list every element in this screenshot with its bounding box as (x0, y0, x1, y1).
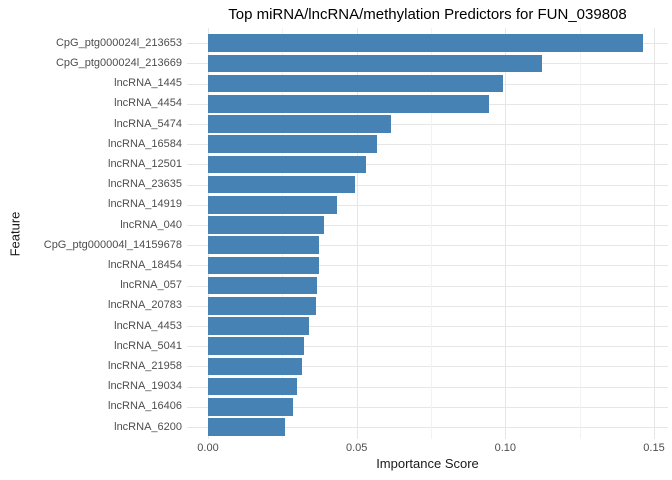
y-gridline (187, 144, 668, 146)
x-tick-label: 0.15 (643, 442, 665, 454)
y-tick-label: lncRNA_21958 (108, 359, 182, 372)
y-tick-label: lncRNA_18454 (108, 258, 182, 271)
bar (208, 54, 542, 73)
y-gridline (187, 305, 668, 307)
y-tick-label: lncRNA_6200 (114, 420, 182, 433)
bar (208, 236, 320, 254)
bar (208, 317, 310, 335)
y-tick-label: CpG_ptg000024l_213653 (55, 36, 182, 49)
y-tick-label: lncRNA_12501 (108, 157, 182, 170)
bar (208, 418, 285, 436)
plot-panel (187, 28, 668, 439)
bar (208, 34, 644, 52)
y-tick-label: lncRNA_16406 (108, 400, 182, 413)
bar (208, 135, 377, 153)
bar (208, 196, 338, 214)
y-gridline (187, 184, 668, 186)
bar (208, 155, 366, 174)
y-gridline (187, 427, 668, 428)
y-gridline (187, 346, 668, 348)
y-tick-label: lncRNA_19034 (108, 380, 182, 393)
bar (208, 276, 317, 295)
x-tick-label: 0.05 (345, 442, 368, 454)
y-gridline (187, 225, 668, 226)
y-tick-label: lncRNA_4454 (114, 97, 182, 110)
y-gridline (187, 366, 668, 368)
y-gridline (187, 386, 668, 388)
bar (208, 115, 391, 133)
bar (208, 297, 316, 315)
bar (208, 74, 503, 93)
y-gridline (187, 245, 668, 247)
bar (208, 256, 319, 275)
y-gridline (187, 204, 668, 206)
y-gridline (187, 406, 668, 408)
y-tick-label: lncRNA_14919 (108, 198, 182, 211)
y-tick-label: lncRNA_5474 (114, 117, 182, 130)
x-tick-label: 0.00 (197, 442, 219, 454)
y-tick-label: CpG_ptg000024l_213669 (55, 56, 182, 69)
bar (208, 357, 302, 376)
bar (208, 377, 297, 396)
x-axis-tick-labels: 0.00 0.05 0.10 0.15 (187, 442, 668, 455)
y-tick-label: lncRNA_057 (120, 279, 182, 292)
bar (208, 175, 355, 194)
x-minor-gridline (431, 28, 432, 439)
x-major-gridline (356, 28, 358, 439)
y-axis-labels: CpG_ptg000024l_213653 CpG_ptg000024l_2136… (0, 28, 182, 439)
y-gridline (187, 285, 668, 287)
y-gridline (187, 164, 668, 166)
y-tick-label: lncRNA_20783 (108, 299, 182, 312)
y-gridline (187, 124, 668, 125)
x-minor-gridline (579, 28, 581, 439)
y-tick-label: lncRNA_5041 (114, 339, 182, 352)
y-gridline (187, 265, 668, 267)
y-tick-label: CpG_ptg000004l_14159678 (43, 238, 182, 251)
y-gridline (187, 326, 668, 327)
y-tick-label: lncRNA_23635 (108, 178, 182, 191)
y-tick-label: lncRNA_040 (120, 218, 182, 231)
x-tick-label: 0.10 (494, 442, 517, 454)
bar (208, 398, 293, 416)
x-axis-title: Importance Score (376, 456, 479, 471)
chart-title: Top miRNA/lncRNA/methylation Predictors … (228, 6, 627, 23)
y-tick-label: lncRNA_16584 (108, 137, 182, 150)
bar (208, 337, 305, 355)
x-major-gridline (505, 28, 507, 439)
bar (208, 216, 324, 234)
x-major-gridline (654, 28, 656, 439)
y-tick-label: lncRNA_4453 (114, 319, 182, 332)
bar (208, 95, 489, 113)
y-tick-label: lncRNA_1445 (114, 77, 182, 90)
